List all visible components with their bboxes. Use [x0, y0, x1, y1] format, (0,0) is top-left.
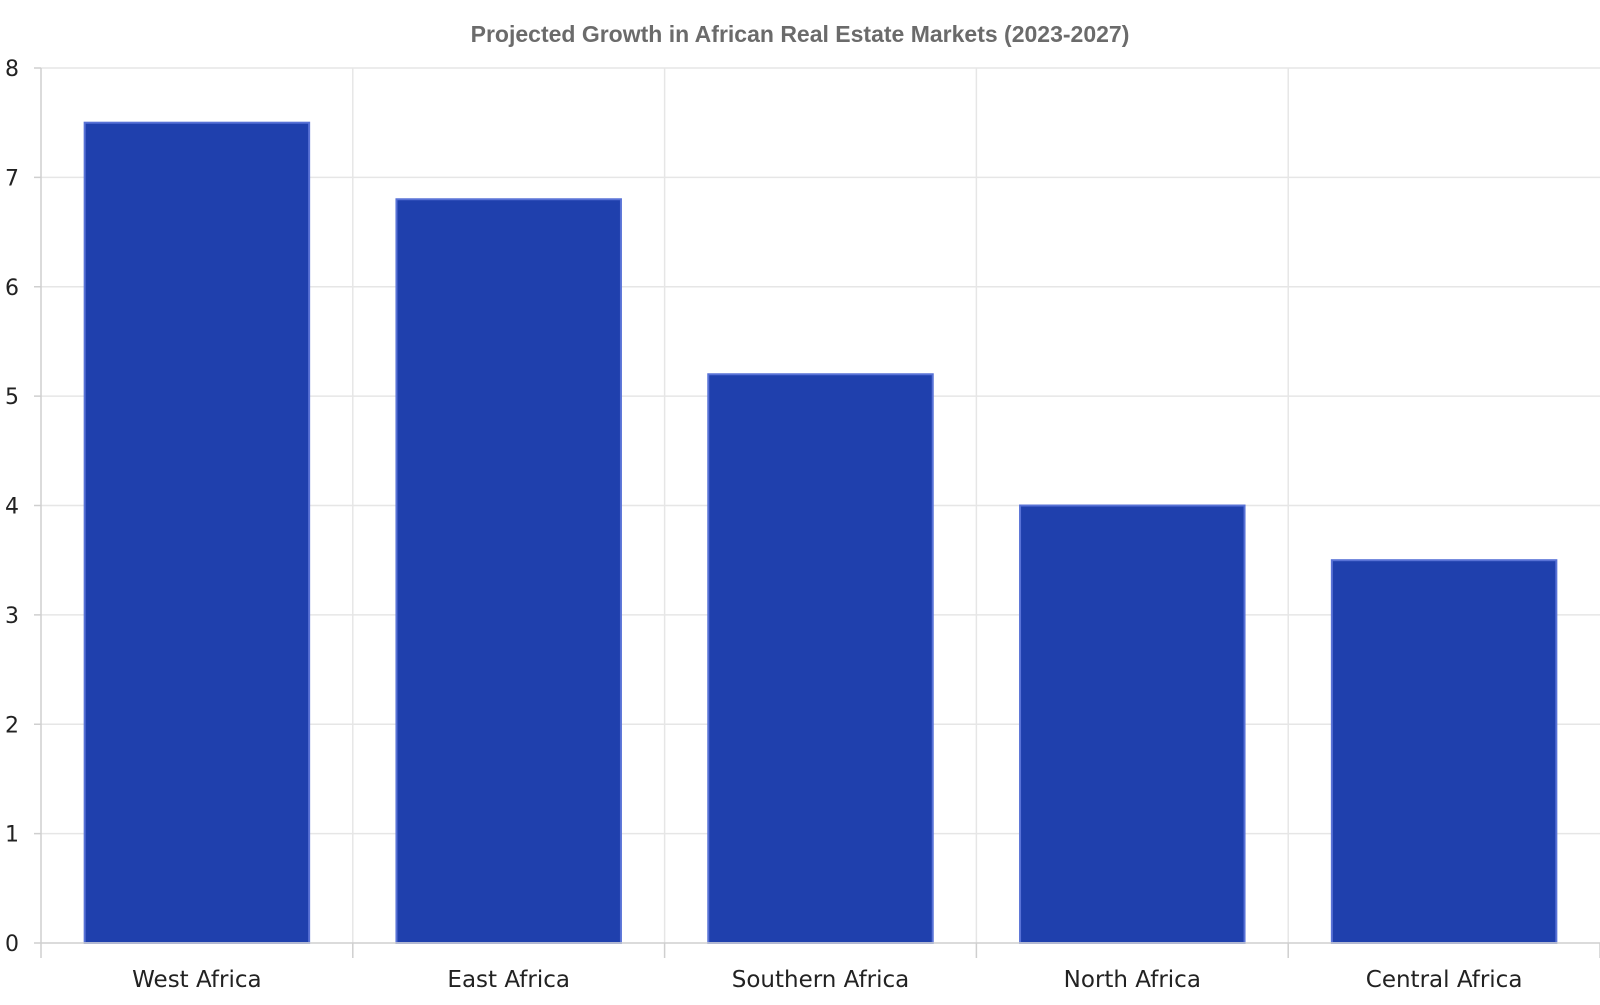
x-tick-label: North Africa	[1064, 967, 1201, 993]
y-tick-label: 4	[5, 495, 19, 520]
x-tick-label: East Africa	[447, 967, 570, 993]
bar-north-africa[interactable]	[1019, 504, 1246, 944]
y-tick-label: 7	[5, 166, 19, 191]
chart-title: Projected Growth in African Real Estate …	[471, 21, 1130, 47]
bars-layer	[83, 121, 1558, 944]
y-tick-label: 0	[5, 932, 19, 957]
y-tick-label: 1	[5, 823, 19, 848]
x-tick-label: Southern Africa	[732, 967, 910, 993]
bar-east-africa[interactable]	[395, 198, 622, 944]
y-tick-label: 6	[5, 276, 19, 301]
axis-layer	[34, 67, 1600, 958]
y-tick-label: 8	[5, 57, 19, 82]
x-tick-label: West Africa	[132, 967, 261, 993]
bar-southern-africa[interactable]	[707, 373, 934, 944]
y-tick-label: 2	[5, 713, 19, 738]
bar-west-africa[interactable]	[83, 121, 311, 944]
x-tick-label: Central Africa	[1366, 967, 1523, 993]
labels-layer: 0 1 2 3 4 5 6 7 8 West Africa East Africa Southern …	[5, 57, 1522, 993]
y-tick-label: 5	[5, 385, 19, 410]
y-tick-label: 3	[5, 604, 19, 629]
bar-central-africa[interactable]	[1330, 559, 1558, 944]
